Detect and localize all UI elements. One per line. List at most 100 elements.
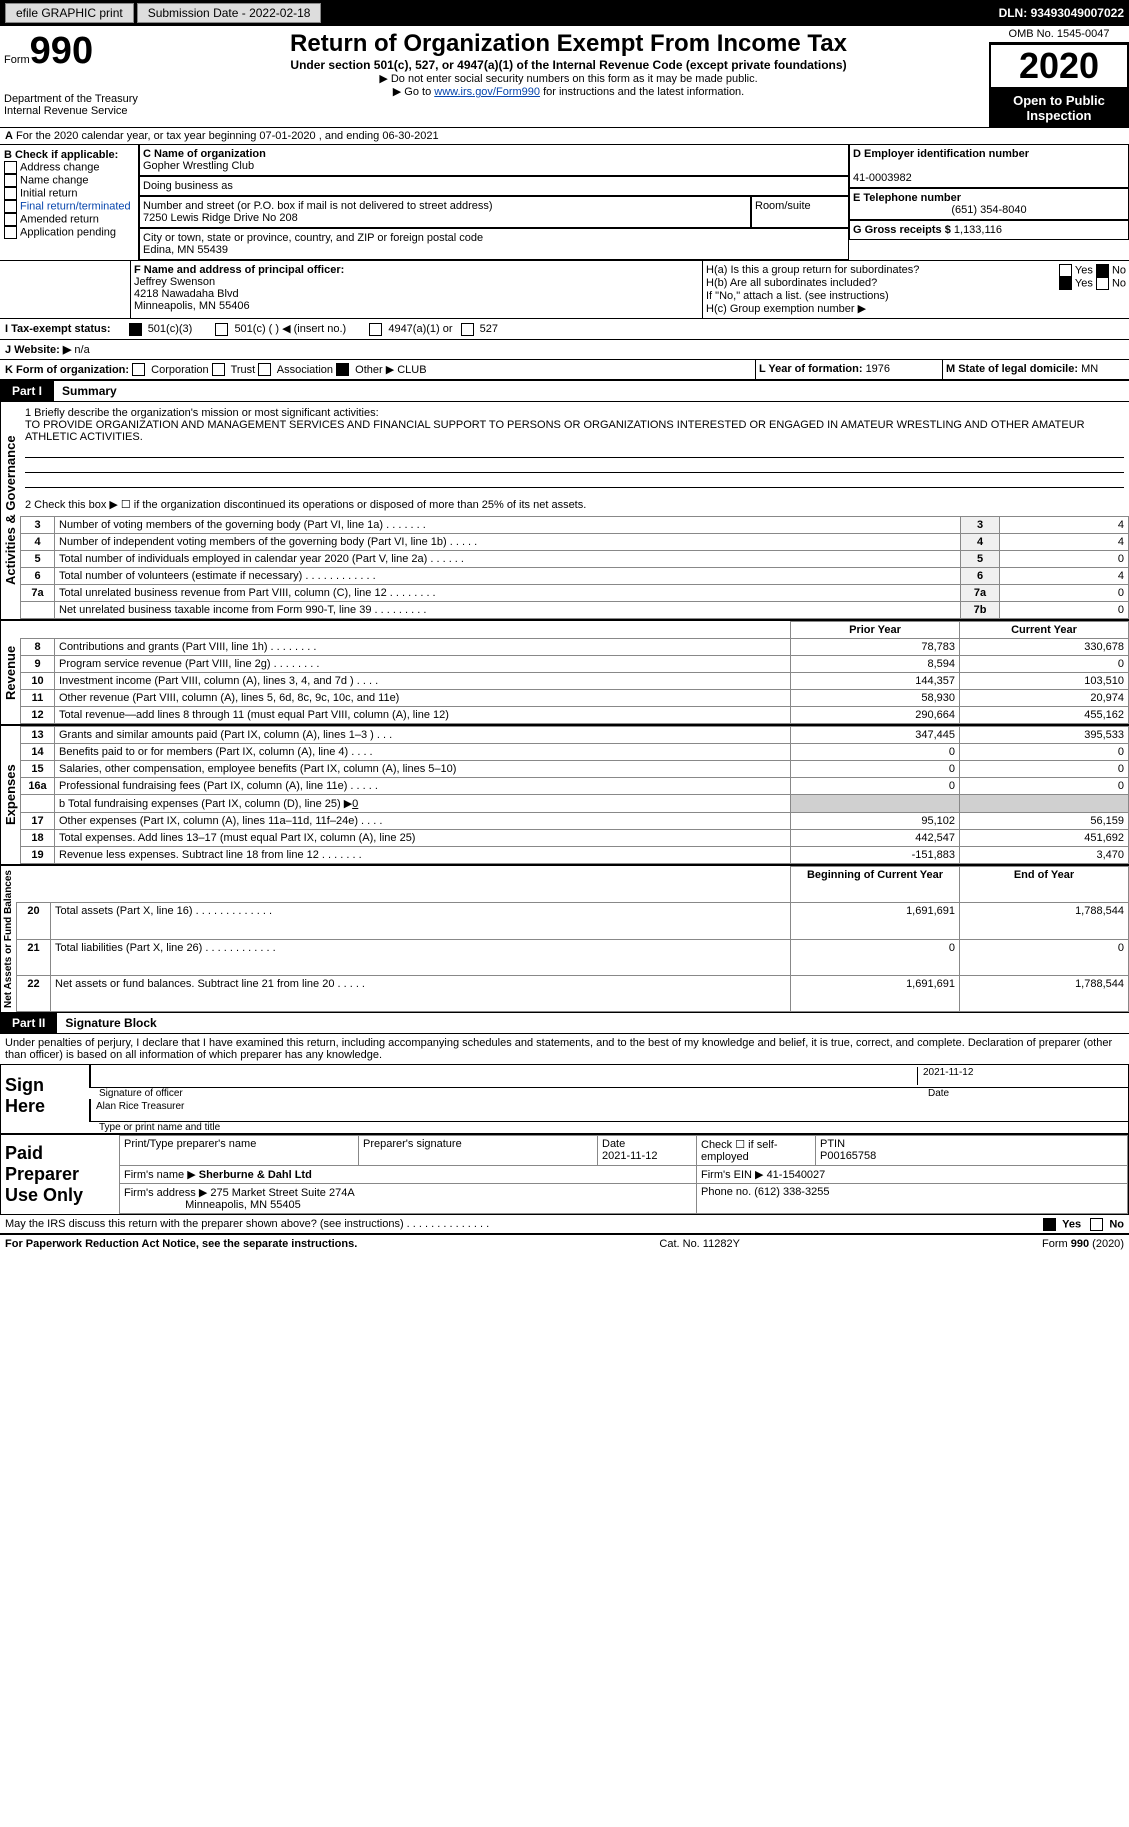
chk-amended[interactable]: [4, 213, 17, 226]
current-value: 0: [960, 761, 1129, 778]
chk-corp[interactable]: [132, 363, 145, 376]
form-header: Form990 Department of the Treasury Inter…: [0, 26, 1129, 128]
line-no: 5: [21, 551, 55, 568]
line-no: 16a: [21, 778, 55, 795]
part-2-header: Part II Signature Block: [0, 1012, 1129, 1034]
opt-assoc: Association: [277, 364, 333, 376]
footer-paperwork: For Paperwork Reduction Act Notice, see …: [5, 1238, 357, 1250]
prior-value: 95,102: [791, 813, 960, 830]
chk-name-change[interactable]: [4, 174, 17, 187]
room-label: Room/suite: [755, 200, 811, 212]
discuss-yes: Yes: [1062, 1219, 1081, 1231]
box-f: F Name and address of principal officer:…: [131, 261, 703, 318]
sig-officer-label: Signature of officer: [89, 1088, 923, 1099]
line-no: 11: [21, 690, 55, 707]
chk-discuss-no[interactable]: [1090, 1218, 1103, 1231]
prep-sig-label: Preparer's signature: [359, 1136, 598, 1166]
efile-print-button[interactable]: efile GRAPHIC print: [5, 3, 134, 23]
begin-value: 1,691,691: [791, 903, 960, 939]
box-no: 5: [961, 551, 1000, 568]
line-no: 8: [21, 639, 55, 656]
chk-initial-return[interactable]: [4, 187, 17, 200]
phone-value: (651) 354-8040: [853, 204, 1125, 216]
title-box: Return of Organization Exempt From Incom…: [148, 26, 989, 102]
line-l-label: L Year of formation:: [759, 363, 866, 375]
col-end: End of Year: [960, 867, 1129, 903]
ptin-value: P00165758: [820, 1150, 876, 1162]
prior-value: 0: [791, 761, 960, 778]
inspect-line1: Open to Public: [991, 93, 1127, 108]
line-text: Revenue less expenses. Subtract line 18 …: [55, 847, 791, 864]
table-row: 8Contributions and grants (Part VIII, li…: [21, 639, 1129, 656]
governance-table: 3Number of voting members of the governi…: [20, 516, 1129, 619]
current-value: 455,162: [960, 707, 1129, 724]
chk-527[interactable]: [461, 323, 474, 336]
line-16b-value: 0: [352, 798, 358, 810]
chk-hb-yes[interactable]: [1059, 277, 1072, 290]
ha-yes: Yes: [1075, 264, 1093, 276]
chk-501c[interactable]: [215, 323, 228, 336]
line-value: 4: [1000, 534, 1129, 551]
hc-label: H(c) Group exemption number ▶: [706, 302, 1126, 315]
preparer-table: Print/Type preparer's name Preparer's si…: [119, 1135, 1128, 1214]
chk-4947[interactable]: [369, 323, 382, 336]
current-value: 0: [960, 778, 1129, 795]
year-formation: 1976: [866, 363, 890, 375]
chk-address-change[interactable]: [4, 161, 17, 174]
line-text: Number of voting members of the governin…: [55, 517, 961, 534]
line-a: A For the 2020 calendar year, or tax yea…: [0, 128, 1129, 145]
year-box: OMB No. 1545-0047 2020 Open to Public In…: [989, 26, 1129, 127]
line-16b: b Total fundraising expenses (Part IX, c…: [55, 795, 791, 813]
line-a-text: For the 2020 calendar year, or tax year …: [16, 130, 439, 142]
opt-address-change: Address change: [20, 161, 100, 173]
form-990-page: efile GRAPHIC print Submission Date - 20…: [0, 0, 1129, 1253]
paid-preparer-label: Paid Preparer Use Only: [1, 1135, 119, 1214]
line-no: 3: [21, 517, 55, 534]
gross-label: G Gross receipts $: [853, 224, 954, 236]
table-row: 12Total revenue—add lines 8 through 11 (…: [21, 707, 1129, 724]
end-value: 1,788,544: [960, 903, 1129, 939]
firm-ein-label: Firm's EIN ▶: [701, 1169, 764, 1181]
line-text: Grants and similar amounts paid (Part IX…: [55, 727, 791, 744]
prior-value: 290,664: [791, 707, 960, 724]
col-current: Current Year: [960, 622, 1129, 639]
firm-name: Sherburne & Dahl Ltd: [199, 1169, 312, 1181]
chk-assoc[interactable]: [258, 363, 271, 376]
chk-app-pending[interactable]: [4, 226, 17, 239]
current-value: 20,974: [960, 690, 1129, 707]
submission-date-label: Submission Date - 2022-02-18: [137, 3, 322, 23]
chk-final-return[interactable]: [4, 200, 17, 213]
line-text: Total unrelated business revenue from Pa…: [55, 585, 961, 602]
other-val: CLUB: [397, 364, 426, 376]
line-value: 0: [1000, 585, 1129, 602]
chk-ha-yes[interactable]: [1059, 264, 1072, 277]
end-value: 0: [960, 939, 1129, 975]
line-text: Salaries, other compensation, employee b…: [55, 761, 791, 778]
prior-value: 78,783: [791, 639, 960, 656]
current-value: 0: [960, 656, 1129, 673]
irs-link[interactable]: www.irs.gov/Form990: [434, 86, 540, 98]
chk-ha-no[interactable]: [1096, 264, 1109, 277]
page-footer: For Paperwork Reduction Act Notice, see …: [0, 1234, 1129, 1253]
current-value: 395,533: [960, 727, 1129, 744]
firm-phone: (612) 338-3255: [754, 1186, 829, 1198]
chk-discuss-yes[interactable]: [1043, 1218, 1056, 1231]
state-domicile: MN: [1081, 363, 1098, 375]
chk-501c3[interactable]: [129, 323, 142, 336]
chk-hb-no[interactable]: [1096, 277, 1109, 290]
table-row: Firm's name ▶ Sherburne & Dahl Ltd Firm'…: [120, 1166, 1128, 1184]
dln-value: 93493049007022: [1031, 6, 1124, 20]
chk-trust[interactable]: [212, 363, 225, 376]
open-inspection: Open to Public Inspection: [989, 89, 1129, 127]
line-text: Professional fundraising fees (Part IX, …: [55, 778, 791, 795]
right-info-col: D Employer identification number 41-0003…: [849, 145, 1129, 260]
ptin-label: PTIN: [820, 1138, 845, 1150]
hb-no: No: [1112, 277, 1126, 289]
prior-value: 442,547: [791, 830, 960, 847]
firm-addr2: Minneapolis, MN 55405: [185, 1199, 301, 1211]
discuss-row: May the IRS discuss this return with the…: [0, 1215, 1129, 1234]
chk-other[interactable]: [336, 363, 349, 376]
table-row: 18Total expenses. Add lines 13–17 (must …: [21, 830, 1129, 847]
line-no: 7a: [21, 585, 55, 602]
line-no: 19: [21, 847, 55, 864]
